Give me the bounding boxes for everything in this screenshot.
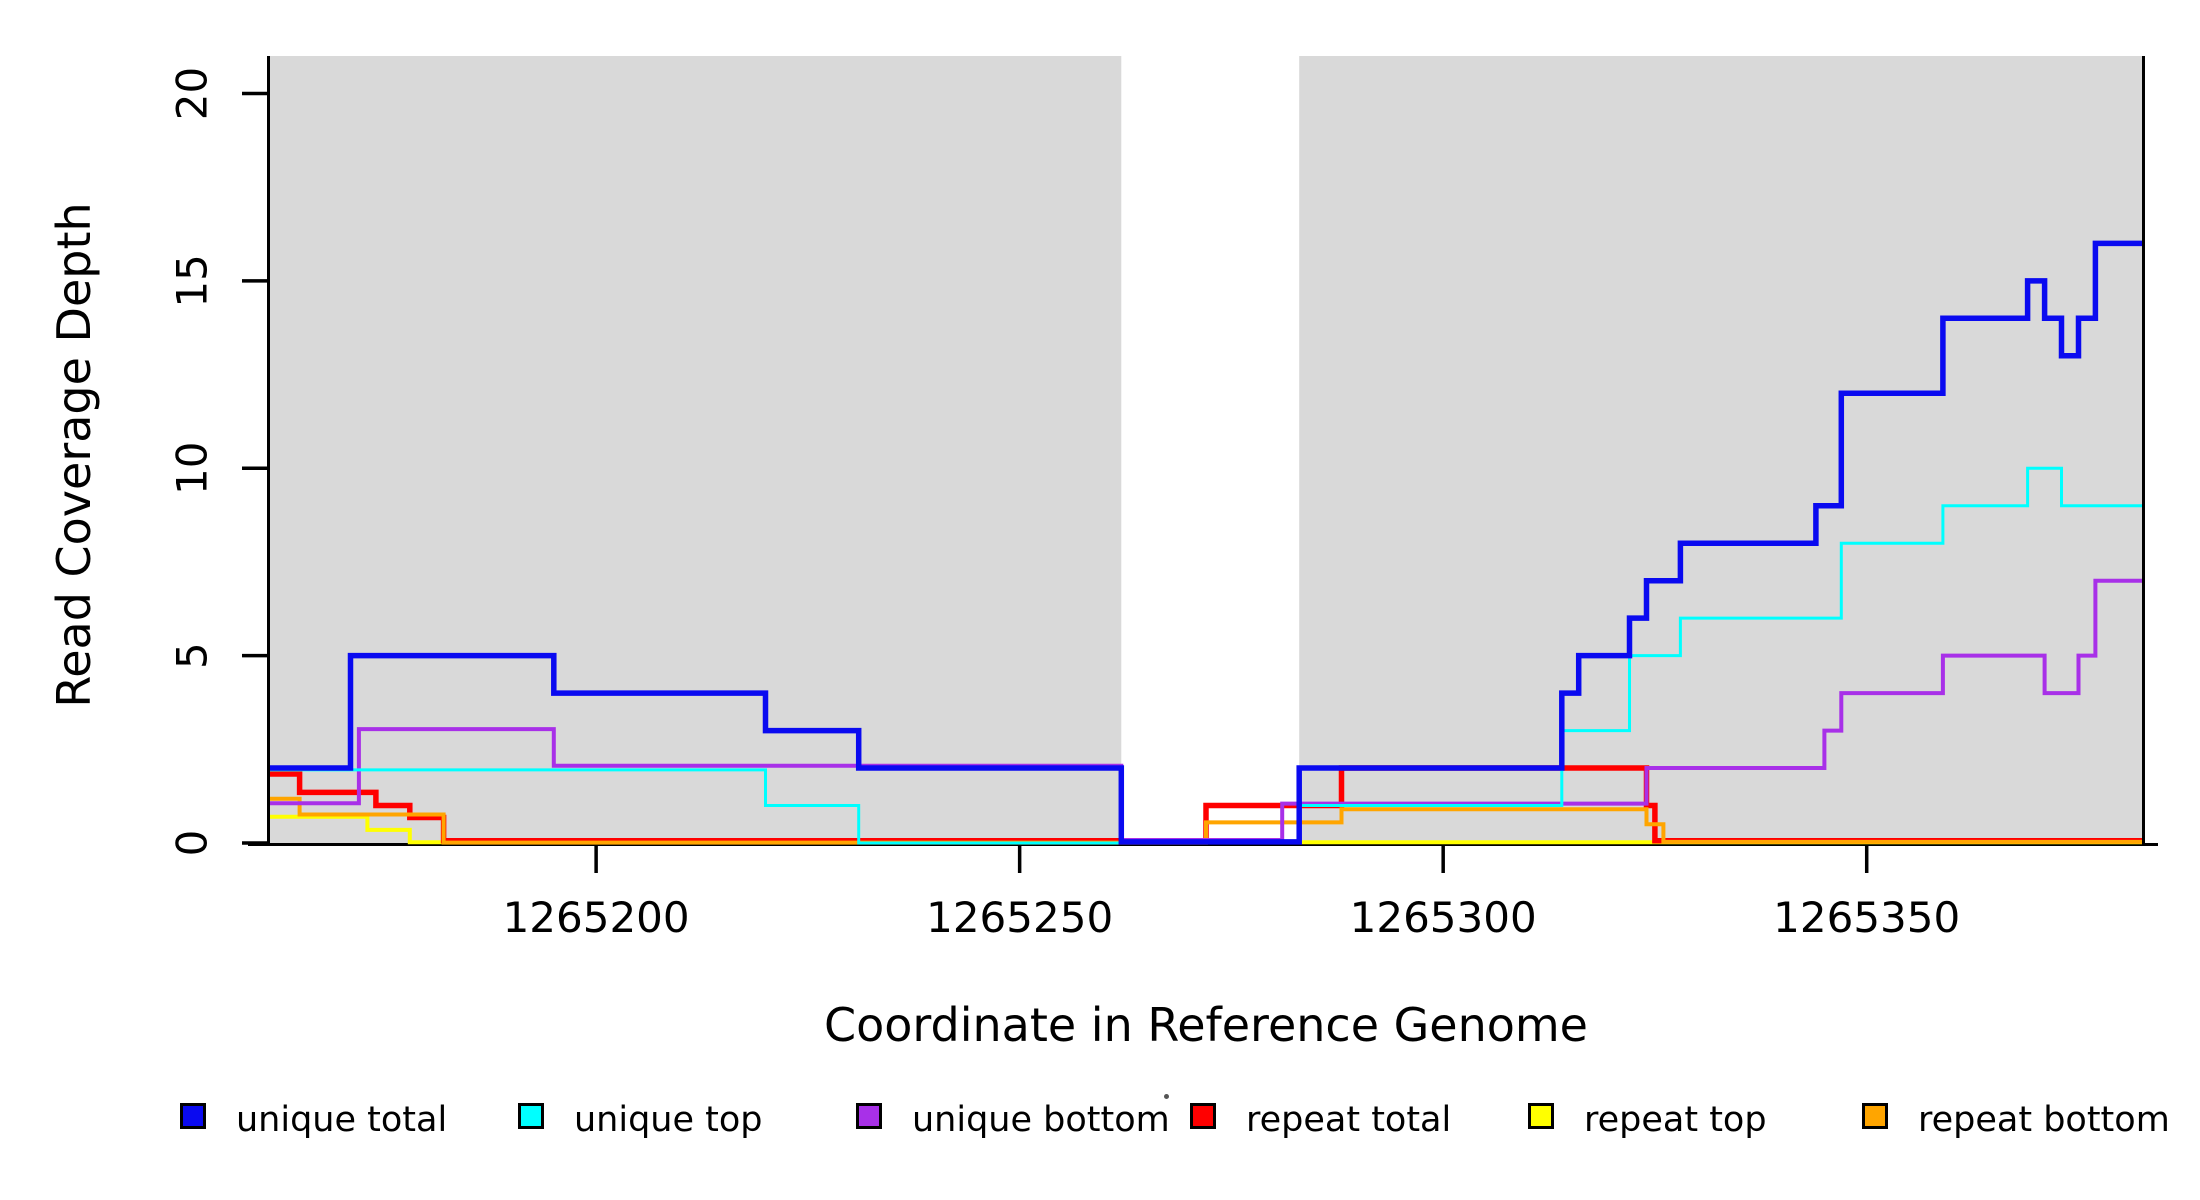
shaded-mappability-regions <box>270 56 2142 843</box>
coverage-step-lines <box>270 240 2142 845</box>
series-line-repeat-bottom <box>270 796 2142 845</box>
y-tick-label: 0 <box>168 830 217 857</box>
x-axis-title: Coordinate in Reference Genome <box>824 998 1588 1052</box>
shaded-region-1 <box>270 56 1122 843</box>
series-line-unique-bottom <box>270 578 2142 842</box>
shaded-region-2 <box>1299 56 2142 843</box>
legend-label: unique top <box>574 1100 763 1140</box>
repeat-total-swatch <box>1190 1103 1216 1129</box>
tick-marks <box>242 91 1869 873</box>
x-tick-label: 1265250 <box>926 893 1113 942</box>
series-line-unique-top <box>270 466 2142 845</box>
legend-label: repeat bottom <box>1918 1100 2170 1140</box>
x-tick-label: 1265350 <box>1773 893 1960 942</box>
x-tick-label: 1265300 <box>1350 893 1537 942</box>
tick-labels: 1265200 1265250 1265300 1265350 0 5 10 15 20 <box>168 67 1961 942</box>
legend-label: unique total <box>236 1100 448 1140</box>
y-axis-title: Read Coverage Depth <box>47 202 101 708</box>
unique-top-swatch <box>518 1103 544 1129</box>
y-tick-label: 5 <box>168 642 217 669</box>
y-tick-label: 20 <box>168 67 217 120</box>
series-line-unique-total <box>270 240 2142 845</box>
y-tick-label: 10 <box>168 442 217 495</box>
legend: unique total unique top unique bottom re… <box>0 1100 2200 1150</box>
legend-label: repeat total <box>1246 1100 1452 1140</box>
legend-label: unique bottom <box>912 1100 1170 1140</box>
unique-bottom-swatch <box>856 1103 882 1129</box>
unique-total-swatch <box>180 1103 206 1129</box>
x-tick-label: 1265200 <box>503 893 690 942</box>
repeat-bottom-swatch <box>1862 1103 1888 1129</box>
stray-dot <box>1164 1094 1169 1099</box>
repeat-top-swatch <box>1528 1103 1554 1129</box>
y-tick-label: 15 <box>168 254 217 307</box>
legend-label: repeat top <box>1584 1100 1767 1140</box>
